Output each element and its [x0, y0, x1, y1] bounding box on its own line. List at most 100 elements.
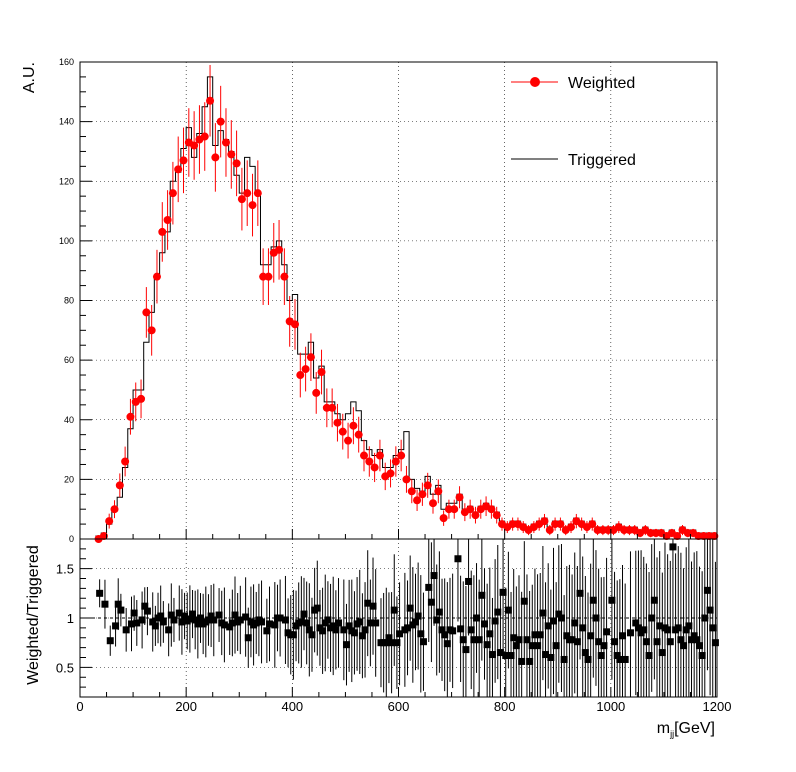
ratio-point — [419, 638, 427, 646]
ratio-point — [544, 622, 552, 630]
ratio-point — [342, 641, 350, 649]
ratio-point — [324, 616, 332, 624]
ratio-point — [435, 608, 443, 616]
weighted-point — [588, 520, 597, 529]
ratio-point — [361, 626, 369, 634]
ratio-panel: 0.5 1 1.5 0 200 400 600 800 1000 1200 Weighted/T… — [25, 529, 731, 739]
ratio-point — [101, 600, 109, 608]
weighted-point — [264, 272, 273, 281]
ratio-point — [258, 618, 266, 626]
weighted-point — [301, 365, 310, 374]
ratio-point — [576, 589, 584, 597]
weighted-point — [126, 412, 135, 421]
ratio-point — [595, 638, 603, 646]
weighted-point — [407, 487, 416, 496]
ratio-point — [626, 629, 634, 637]
ratio-point — [600, 642, 608, 650]
ratio-point — [207, 612, 215, 620]
weighted-point — [418, 490, 427, 499]
weighted-point — [179, 156, 188, 165]
ratio-point — [494, 608, 502, 616]
ratio-point — [632, 619, 640, 627]
weighted-point — [248, 201, 257, 210]
weighted-point — [296, 371, 305, 380]
ratio-point — [313, 604, 321, 612]
ratio-point — [305, 626, 313, 634]
x-axis-label-subscript: jj — [669, 729, 674, 739]
ratio-point — [319, 627, 327, 635]
ratio-point — [690, 632, 698, 640]
weighted-point — [168, 189, 177, 198]
ratio-point — [483, 641, 491, 649]
ratio-point — [393, 639, 401, 647]
ratio-point — [133, 619, 141, 627]
ratio-point — [475, 636, 483, 644]
weighted-point — [237, 195, 246, 204]
ratio-point — [473, 614, 481, 622]
ratio-point — [438, 626, 446, 634]
ratio-point — [441, 631, 449, 639]
ratio-point — [117, 606, 125, 614]
ratio-point — [701, 614, 709, 622]
ratio-point — [470, 636, 478, 644]
ratio-point — [711, 639, 719, 647]
ratio-point — [703, 586, 711, 594]
ratio-point — [680, 642, 688, 650]
weighted-point — [147, 326, 156, 335]
ratio-y-tick-label: 1 — [67, 611, 74, 626]
ratio-point — [114, 600, 122, 608]
ratio-point — [443, 640, 451, 648]
ratio-point — [645, 652, 653, 660]
weighted-point — [344, 436, 353, 445]
ratio-point — [244, 634, 252, 642]
main-y-tick-label: 140 — [59, 117, 74, 127]
ratio-point — [685, 622, 693, 630]
ratio-point — [350, 629, 358, 637]
ratio-point — [369, 602, 377, 610]
ratio-point — [491, 617, 499, 625]
ratio-point — [480, 620, 488, 628]
ratio-point — [165, 626, 173, 634]
ratio-y-ticks: 0.5 1 1.5 — [56, 548, 92, 688]
ratio-point — [266, 620, 274, 628]
ratio-point — [127, 620, 135, 628]
legend-weighted-marker — [530, 77, 540, 87]
weighted-point — [121, 457, 130, 466]
weighted-point — [105, 517, 114, 526]
ratio-point — [157, 612, 165, 620]
ratio-point — [542, 651, 550, 659]
main-y-tick-label: 40 — [64, 415, 74, 425]
ratio-point — [106, 637, 114, 645]
ratio-point — [231, 611, 239, 619]
weighted-point — [540, 517, 549, 526]
weighted-point — [306, 353, 315, 362]
weighted-point — [450, 505, 459, 514]
weighted-point — [673, 532, 682, 541]
ratio-point — [563, 632, 571, 640]
ratio-point — [648, 614, 656, 622]
ratio-point — [526, 657, 534, 665]
x-axis-label-main: m — [657, 720, 670, 737]
ratio-x-tick-label: 200 — [175, 699, 197, 714]
main-y-tick-label: 60 — [64, 355, 74, 365]
ratio-point — [130, 609, 138, 617]
ratio-point — [698, 652, 706, 660]
ratio-point — [552, 642, 560, 650]
weighted-point — [211, 153, 220, 162]
ratio-point — [228, 619, 236, 627]
ratio-x-tick-label: 0 — [76, 699, 83, 714]
ratio-point — [571, 619, 579, 627]
ratio-point — [263, 627, 271, 635]
weighted-point — [216, 117, 225, 126]
ratio-x-tick-label: 1200 — [703, 699, 732, 714]
ratio-point — [518, 657, 526, 665]
ratio-x-tick-label: 600 — [388, 699, 410, 714]
ratio-point — [385, 634, 393, 642]
ratio-point — [427, 598, 435, 606]
weighted-point — [275, 245, 284, 254]
ratio-point — [300, 610, 308, 618]
ratio-point — [303, 619, 311, 627]
ratio-point — [653, 638, 661, 646]
